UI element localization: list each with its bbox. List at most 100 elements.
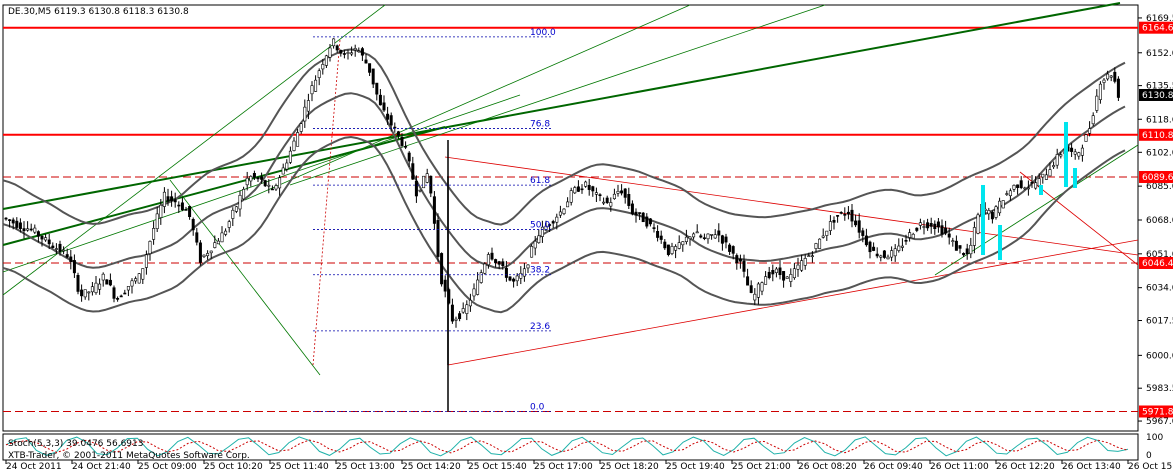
candle-body bbox=[411, 163, 415, 180]
candle-body bbox=[656, 231, 660, 238]
candle-body bbox=[537, 235, 541, 244]
candle-body bbox=[242, 189, 246, 200]
candle-body bbox=[987, 210, 991, 215]
fib-level-label: 23.6 bbox=[530, 322, 550, 332]
candle-body bbox=[1023, 187, 1027, 190]
candle-body bbox=[98, 283, 102, 290]
candle-body bbox=[314, 79, 318, 92]
candle-body bbox=[227, 221, 231, 228]
candle-body bbox=[126, 286, 130, 291]
candle-body bbox=[224, 230, 228, 235]
candle-body bbox=[533, 240, 537, 249]
candle-body bbox=[407, 152, 411, 162]
candle-body bbox=[425, 173, 429, 183]
candle-body bbox=[789, 274, 793, 282]
candle-body bbox=[825, 230, 829, 236]
cyan-highlight-bar bbox=[998, 225, 1002, 260]
candle-body bbox=[821, 235, 825, 238]
fib-level-label: 50.0 bbox=[530, 221, 550, 231]
candle-body bbox=[1116, 78, 1120, 98]
candle-body bbox=[1026, 187, 1030, 190]
candle-body bbox=[353, 48, 357, 51]
candle-body bbox=[90, 286, 94, 293]
candle-body bbox=[1073, 151, 1077, 155]
candle-body bbox=[1059, 154, 1063, 157]
candle-body bbox=[375, 82, 379, 95]
x-tick-label: 26 Oct 08:20 bbox=[798, 462, 857, 472]
candle-body bbox=[486, 254, 490, 266]
candle-body bbox=[573, 187, 577, 194]
symbol-header: DE.30,M5 6119.3 6130.8 6118.3 6130.8 bbox=[8, 7, 189, 17]
x-tick-label: 26 Oct 09:40 bbox=[864, 462, 923, 472]
trendline-green-fan-3 bbox=[244, 4, 691, 201]
y-tick-label: 6085.0 bbox=[1146, 182, 1173, 192]
candle-body bbox=[792, 268, 796, 279]
fib-level-label: 61.8 bbox=[530, 176, 550, 186]
band-lower bbox=[2, 135, 1126, 314]
candle-body bbox=[598, 194, 602, 196]
candle-body bbox=[123, 292, 127, 295]
candle-body bbox=[1016, 184, 1020, 188]
trendline-red-upper bbox=[444, 156, 1139, 256]
candle-body bbox=[134, 278, 138, 282]
candle-body bbox=[188, 206, 192, 217]
candle-body bbox=[368, 63, 372, 73]
candle-body bbox=[364, 59, 368, 64]
candle-body bbox=[292, 140, 296, 151]
candle-body bbox=[623, 188, 627, 198]
candle-body bbox=[828, 221, 832, 231]
candle-body bbox=[746, 276, 750, 286]
candle-body bbox=[310, 85, 314, 95]
candle-body bbox=[872, 246, 876, 251]
candle-body bbox=[580, 188, 584, 191]
candle-body bbox=[206, 253, 210, 257]
candle-body bbox=[166, 196, 170, 202]
candle-body bbox=[645, 216, 649, 227]
candle-body bbox=[26, 228, 30, 231]
candle-body bbox=[108, 279, 112, 286]
candle-body bbox=[998, 200, 1002, 214]
candle-body bbox=[306, 100, 310, 112]
candle-body bbox=[850, 209, 854, 222]
candle-body bbox=[198, 242, 202, 263]
candle-body bbox=[933, 223, 937, 230]
candle-body bbox=[213, 242, 217, 248]
candle-body bbox=[429, 175, 433, 194]
candle-body bbox=[141, 268, 145, 280]
candle-body bbox=[785, 276, 789, 279]
candle-body bbox=[512, 278, 516, 282]
candle-body bbox=[177, 204, 181, 207]
candle-body bbox=[609, 202, 613, 207]
candle-body bbox=[944, 227, 948, 234]
candle-body bbox=[180, 202, 184, 211]
x-tick-label: 25 Oct 18:20 bbox=[600, 462, 659, 472]
candle-body bbox=[717, 230, 721, 236]
candle-body bbox=[220, 232, 224, 243]
candle-body bbox=[1048, 169, 1052, 177]
candle-body bbox=[652, 227, 656, 229]
candle-body bbox=[1030, 181, 1034, 184]
candle-body bbox=[1098, 83, 1102, 100]
candle-body bbox=[591, 186, 595, 192]
candle-body bbox=[1034, 182, 1038, 189]
candle-body bbox=[753, 293, 757, 301]
candle-body bbox=[612, 193, 616, 200]
candle-body bbox=[555, 216, 559, 223]
main-plot-frame bbox=[2, 4, 1139, 432]
candle-body bbox=[818, 238, 822, 249]
x-tick-label: 25 Oct 15:40 bbox=[468, 462, 527, 472]
candle-body bbox=[33, 227, 37, 233]
trendline-green-fan-1 bbox=[2, 4, 386, 296]
candle-body bbox=[40, 235, 44, 240]
candle-body bbox=[839, 212, 843, 214]
candle-body bbox=[972, 227, 976, 246]
candle-body bbox=[803, 258, 807, 266]
candle-body bbox=[962, 253, 966, 256]
candle-body bbox=[1019, 180, 1023, 188]
candle-body bbox=[1113, 71, 1117, 82]
cyan-highlight-bar bbox=[981, 185, 985, 255]
stoch-d-line bbox=[5, 439, 1129, 454]
y-tick-label: 6169.5 bbox=[1146, 14, 1173, 24]
candle-body bbox=[774, 268, 778, 273]
